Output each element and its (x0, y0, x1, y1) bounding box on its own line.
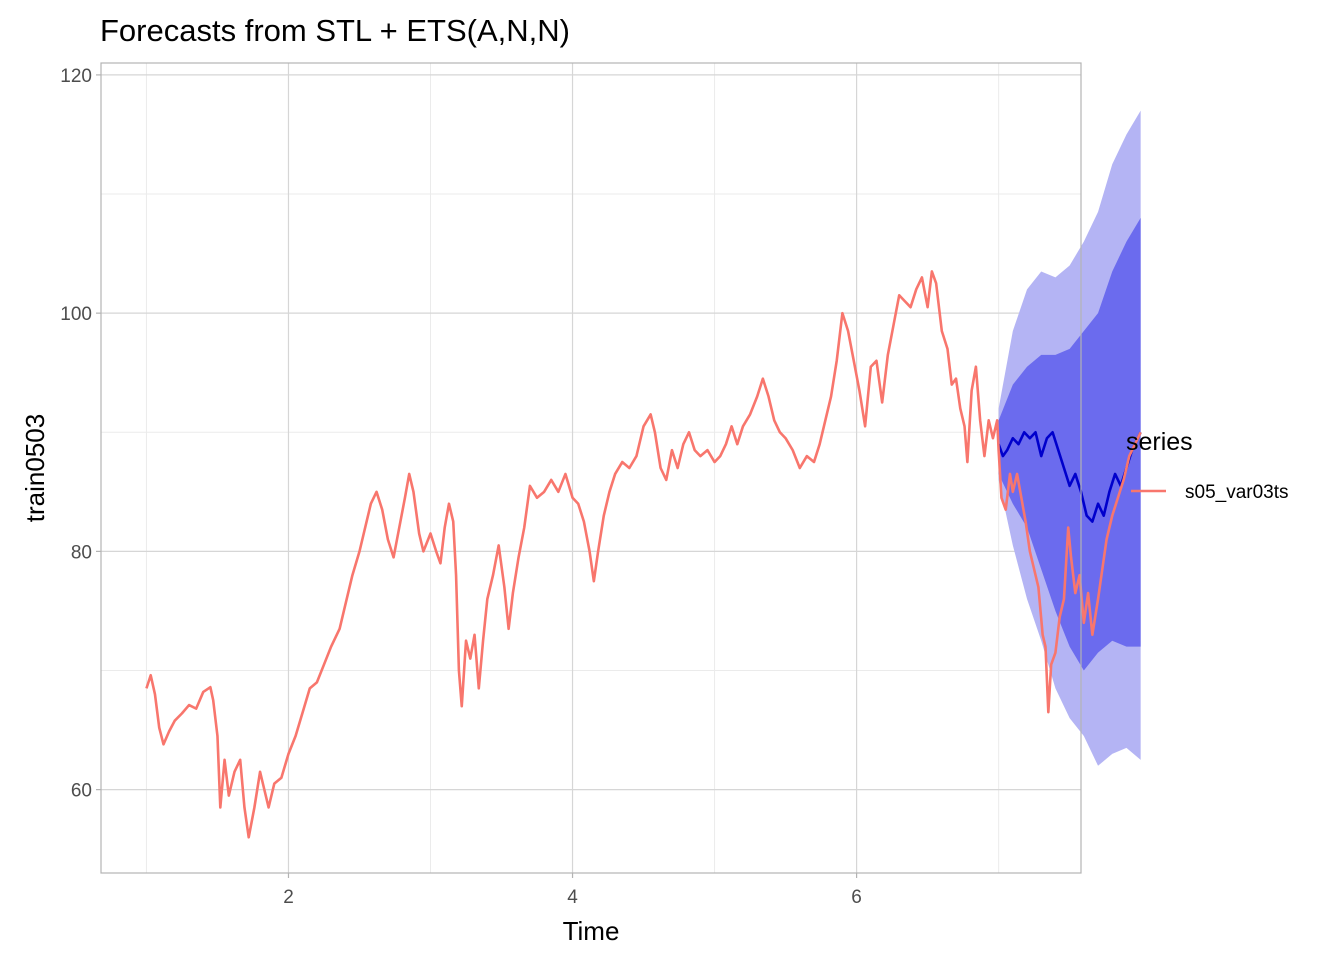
chart-title: Forecasts from STL + ETS(A,N,N) (100, 13, 570, 48)
x-axis-title: Time (563, 916, 620, 946)
legend: series s05_var03ts (1126, 428, 1289, 503)
y-tick-label: 120 (60, 66, 92, 87)
y-tick-label: 80 (71, 542, 92, 563)
x-axis: 2 4 6 (283, 873, 862, 908)
legend-title: series (1126, 428, 1193, 456)
panel-border (100, 62, 1082, 874)
panel-background (101, 63, 1081, 873)
x-tick-label: 4 (567, 887, 578, 908)
legend-label-s05_var03ts: s05_var03ts (1185, 482, 1289, 503)
grid-minor (101, 63, 1081, 873)
plot-panel (100, 62, 1142, 874)
y-tick-label: 60 (71, 781, 92, 802)
series-line-s05_var03ts (145, 270, 1142, 839)
y-axis: 60 80 100 120 (60, 66, 101, 802)
forecast-mean-line (997, 430, 1142, 523)
x-tick-label: 2 (283, 887, 294, 908)
x-tick-label: 6 (851, 887, 862, 908)
series-lines (145, 270, 1142, 839)
y-tick-label: 100 (60, 304, 92, 325)
y-axis-title: train0503 (20, 414, 50, 522)
